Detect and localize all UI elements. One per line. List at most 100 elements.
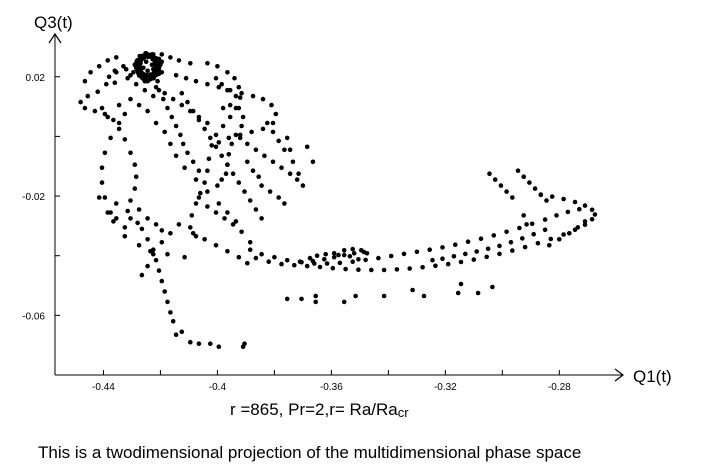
data-point (183, 75, 189, 81)
data-point (179, 102, 185, 108)
data-point (247, 198, 253, 203)
data-point (178, 132, 183, 138)
data-point (267, 189, 273, 194)
data-point (520, 236, 525, 241)
data-point (225, 87, 230, 93)
data-point (168, 310, 173, 315)
data-point (176, 222, 182, 227)
data-point (105, 58, 110, 63)
data-point (521, 174, 526, 179)
data-point (133, 174, 139, 179)
data-point (213, 75, 219, 81)
data-point (239, 90, 244, 96)
x-tick-label: -0.44 (92, 382, 115, 393)
data-point (430, 257, 435, 263)
data-point (136, 59, 141, 65)
data-point (577, 206, 582, 212)
data-point (180, 141, 186, 147)
data-point (102, 195, 108, 200)
data-point (114, 55, 119, 60)
data-point (223, 171, 229, 176)
data-point (347, 253, 353, 259)
data-point (153, 65, 158, 70)
data-point (350, 246, 356, 252)
data-point (95, 89, 100, 94)
data-point (145, 237, 150, 242)
data-point (105, 210, 110, 215)
data-point (145, 216, 150, 221)
data-point (137, 63, 142, 68)
data-point (247, 247, 253, 252)
data-point (82, 105, 88, 111)
data-point (168, 231, 173, 236)
y-ticks: 0.02 -0.02 -0.06 (22, 73, 60, 322)
data-point (259, 183, 264, 188)
y-axis-arrow (48, 32, 62, 44)
data-point (532, 186, 538, 191)
data-point (341, 248, 347, 253)
data-point (78, 99, 83, 105)
data-point (136, 207, 142, 212)
data-point (188, 108, 193, 114)
data-point (331, 254, 337, 260)
data-point (159, 278, 165, 284)
data-point (205, 189, 210, 194)
data-point (96, 64, 102, 69)
data-point (151, 251, 156, 257)
data-point (82, 78, 88, 84)
data-point (284, 135, 290, 141)
data-point (173, 153, 179, 159)
data-point (112, 80, 118, 85)
data-point (202, 237, 207, 242)
parameter-subscript: cr (397, 405, 409, 420)
data-point (272, 254, 277, 260)
data-point (188, 225, 193, 230)
data-point (216, 201, 222, 206)
data-point (524, 222, 529, 227)
data-point (148, 76, 153, 81)
data-point (105, 114, 110, 120)
data-point (356, 257, 361, 262)
data-point (294, 177, 300, 182)
x-tick-label: -0.4 (209, 382, 227, 393)
data-point (453, 242, 458, 247)
data-point (222, 216, 227, 221)
x-ticks: -0.44 -0.4 -0.36 -0.32 -0.28 (92, 370, 571, 393)
data-point (299, 296, 304, 302)
data-point (369, 267, 374, 273)
data-point (490, 284, 495, 290)
data-point (219, 153, 224, 159)
x-tick-label: -0.36 (320, 382, 343, 393)
data-point (205, 81, 210, 87)
data-point (133, 81, 139, 87)
data-point (266, 259, 272, 265)
data-point (205, 204, 210, 209)
y-tick-label: -0.06 (22, 311, 45, 322)
data-point (292, 262, 297, 268)
data-point (445, 261, 451, 267)
data-point (208, 135, 213, 141)
data-point (364, 251, 370, 256)
data-point (307, 255, 313, 261)
data-point (162, 90, 167, 96)
data-point (165, 251, 170, 257)
data-point (233, 132, 239, 138)
data-point (284, 257, 290, 263)
data-point (458, 281, 464, 287)
data-point (451, 253, 457, 259)
data-point (478, 236, 484, 241)
data-points (78, 51, 598, 350)
data-point (154, 56, 159, 62)
data-point (582, 222, 588, 227)
data-point (104, 81, 109, 87)
data-point (170, 319, 176, 324)
data-point (138, 68, 143, 73)
data-point (270, 159, 276, 165)
data-point (159, 240, 165, 245)
data-point (233, 93, 239, 99)
data-point (128, 96, 133, 102)
data-point (236, 84, 242, 90)
data-point (561, 196, 566, 202)
data-point (213, 144, 219, 150)
data-point (156, 87, 162, 93)
